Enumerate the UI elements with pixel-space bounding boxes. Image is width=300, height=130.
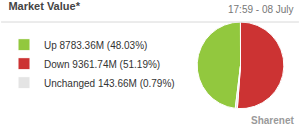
svg-text:Down 9361.74M (51.19%): Down 9361.74M (51.19%) — [44, 59, 160, 70]
svg-text:Unchanged 143.66M (0.79%): Unchanged 143.66M (0.79%) — [44, 78, 175, 89]
svg-text:Up 8783.36M (48.03%): Up 8783.36M (48.03%) — [44, 40, 147, 51]
svg-text:Market Value*: Market Value* — [8, 0, 80, 12]
svg-text:17:59 - 08 July: 17:59 - 08 July — [228, 4, 294, 15]
svg-text:Sharenet: Sharenet — [251, 115, 294, 126]
